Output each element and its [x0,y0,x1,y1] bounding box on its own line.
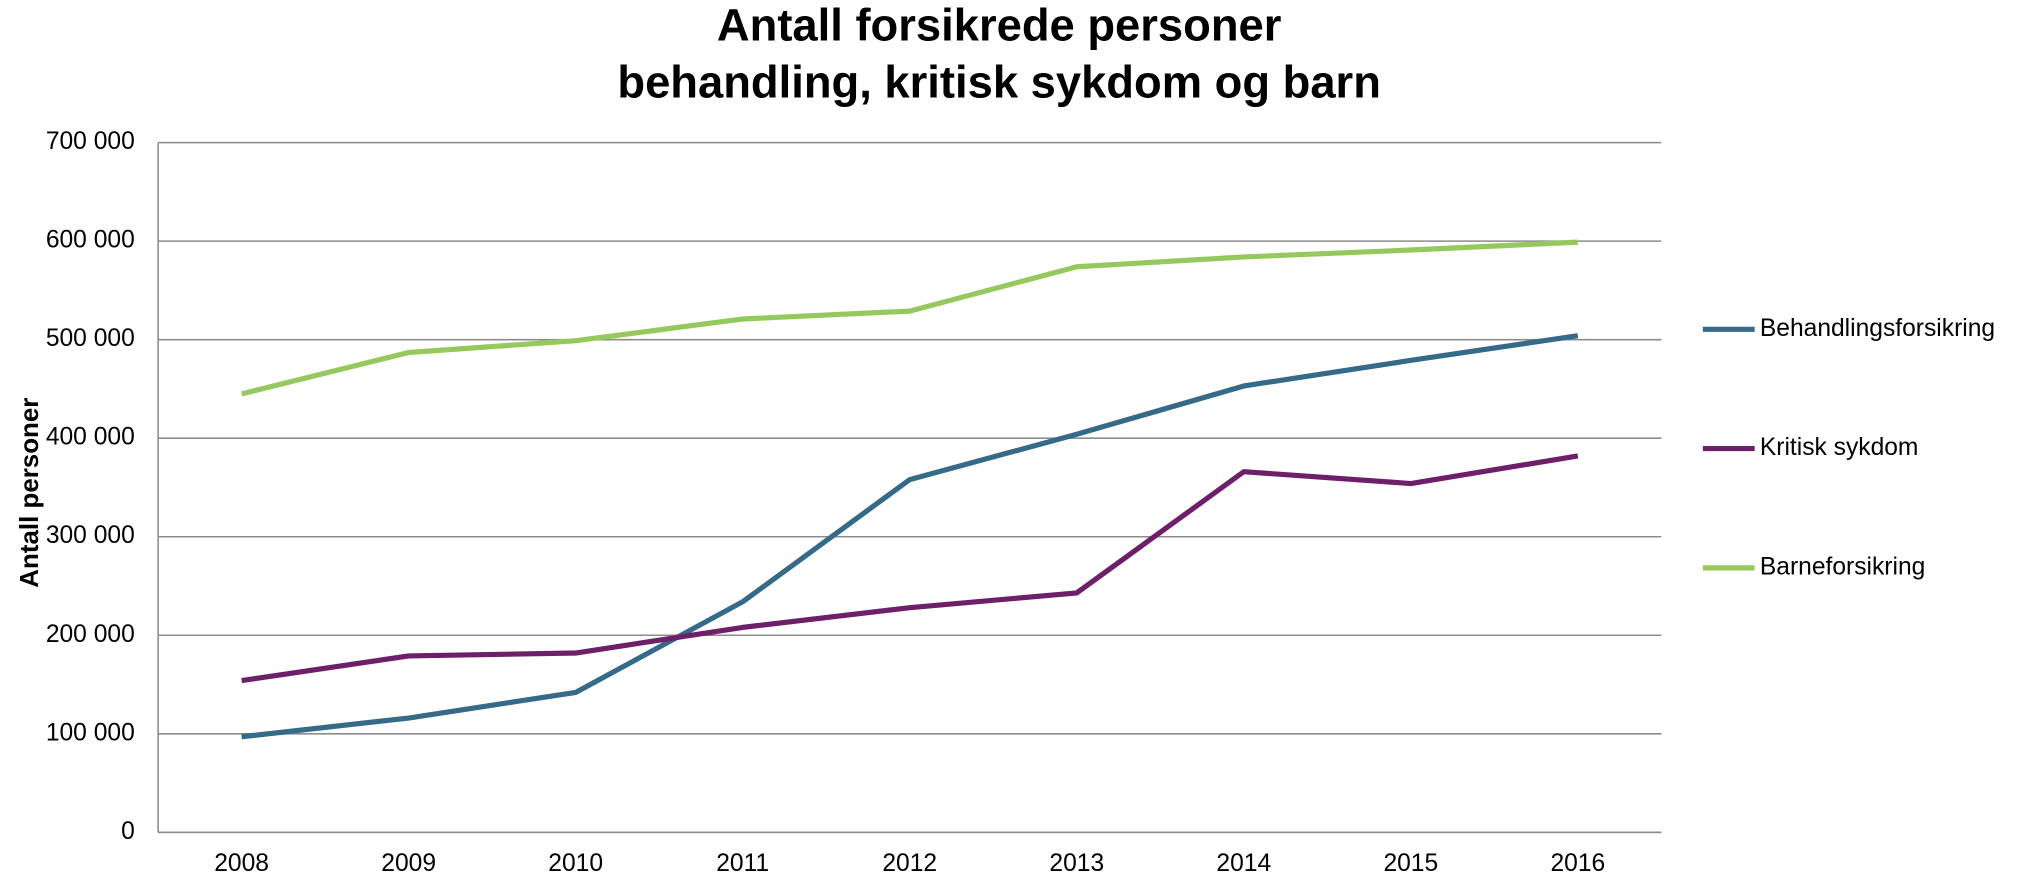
x-tick-label: 2008 [214,850,269,877]
x-tick-label: 2009 [381,850,436,877]
x-tick-label: 2012 [882,850,937,877]
line-series [241,453,1579,684]
legend-label: Kritisk sykdom [1760,434,1919,461]
x-tick-label: 2013 [1049,850,1104,877]
legend-label: Barneforsikring [1760,553,1925,580]
y-axis-title: Antall personer [16,398,44,588]
x-tick-label: 2016 [1550,850,1605,877]
y-tick-label: 300 000 [46,522,135,549]
x-tick-label: 2011 [716,850,769,877]
y-tick-label: 200 000 [46,621,135,648]
line-series [241,333,1579,740]
y-tick-label: 400 000 [46,424,135,451]
x-tick-label: 2010 [548,850,603,877]
line-series [240,239,1578,397]
legend-label: Behandlingsforsikring [1760,315,1995,342]
chart-title: Antall forsikrede personer [717,0,1282,51]
y-tick-label: 500 000 [46,325,135,352]
chart-title: behandling, kritisk sykdom og barn [617,57,1381,108]
x-tick-label: 2015 [1383,850,1438,877]
x-tick-label: 2014 [1216,850,1271,877]
y-tick-label: 0 [121,818,135,845]
y-tick-label: 700 000 [46,128,135,155]
y-tick-label: 100 000 [46,719,135,746]
y-tick-label: 600 000 [46,227,135,254]
